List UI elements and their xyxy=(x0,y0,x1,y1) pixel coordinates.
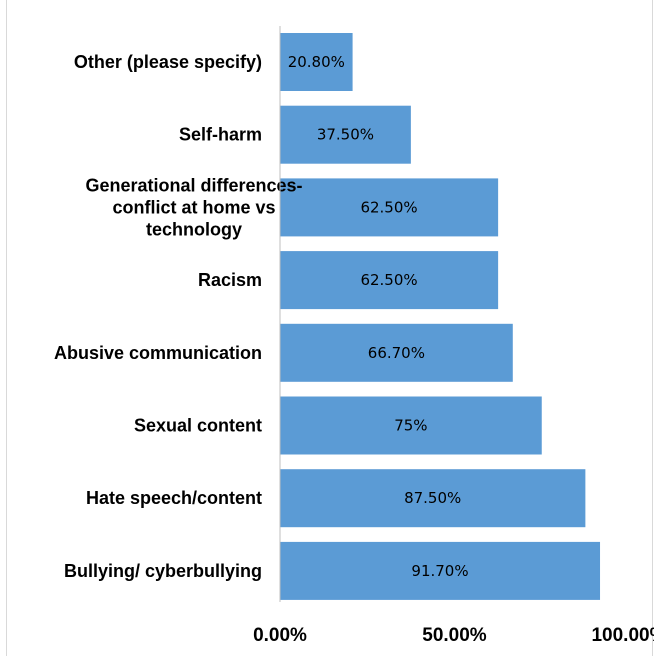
x-axis: 0.00% 50.00% 100.00% xyxy=(253,26,654,646)
category-label: Other (please specify) xyxy=(74,52,262,72)
bar xyxy=(280,33,353,91)
bar xyxy=(280,105,411,164)
category-label-line: technology xyxy=(146,219,242,239)
bar xyxy=(280,541,601,600)
bar-value-label: 20.80% xyxy=(288,53,345,71)
x-tick-label: 0.00% xyxy=(253,625,307,646)
category-label: Abusive communication xyxy=(54,343,262,363)
category-label: Self-harm xyxy=(179,125,262,145)
bar xyxy=(280,323,513,382)
category-label-line: Hate speech/content xyxy=(86,488,262,508)
bar xyxy=(280,251,499,310)
category-label-line: Self-harm xyxy=(179,125,262,145)
category-label-line: Abusive communication xyxy=(54,343,262,363)
bar-value-label: 62.50% xyxy=(360,271,417,289)
bar-value-label: 75% xyxy=(394,417,427,435)
category-label-line: Racism xyxy=(198,270,262,290)
bars-layer xyxy=(280,33,601,600)
bar xyxy=(280,178,499,237)
category-label: Racism xyxy=(198,270,262,290)
data-labels: 20.80% 37.50% 62.50% 62.50% 66.70% 75% 87.50% 9… xyxy=(288,53,469,580)
category-label: Hate speech/content xyxy=(86,488,262,508)
bar xyxy=(280,396,542,455)
category-label-line: Other (please specify) xyxy=(74,52,262,72)
x-tick-label: 100.00% xyxy=(591,625,654,646)
chart-frame xyxy=(6,0,653,656)
category-label: Bullying/ cyberbullying xyxy=(64,561,262,581)
category-labels: Other (please specify) Self-harm Generatio… xyxy=(54,52,303,581)
bar-value-label: 62.50% xyxy=(360,198,417,216)
x-tick-label: 50.00% xyxy=(422,625,487,646)
bar-value-label: 87.50% xyxy=(404,489,461,507)
bar-value-label: 91.70% xyxy=(411,562,468,580)
category-label-line: Sexual content xyxy=(134,416,262,436)
bar-value-label: 66.70% xyxy=(368,344,425,362)
category-label: Generational differences-conflict at hom… xyxy=(85,175,302,239)
category-label-line: Bullying/ cyberbullying xyxy=(64,561,262,581)
bar xyxy=(280,469,586,528)
bar-value-label: 37.50% xyxy=(317,126,374,144)
category-label: Sexual content xyxy=(134,416,262,436)
category-label-line: Generational differences- xyxy=(85,175,302,195)
category-label-line: conflict at home vs xyxy=(112,197,275,217)
